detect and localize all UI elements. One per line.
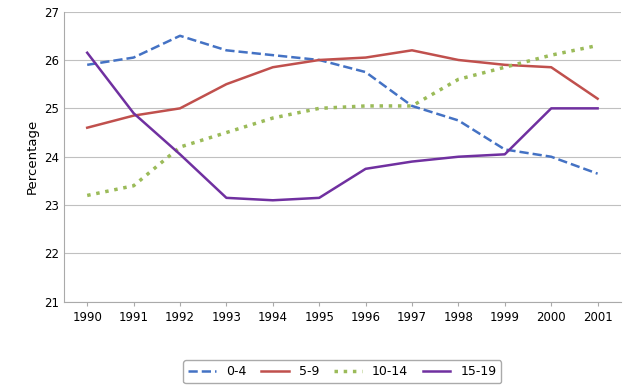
Legend: 0-4, 5-9, 10-14, 15-19: 0-4, 5-9, 10-14, 15-19	[184, 360, 501, 384]
Y-axis label: Percentage: Percentage	[26, 119, 38, 194]
